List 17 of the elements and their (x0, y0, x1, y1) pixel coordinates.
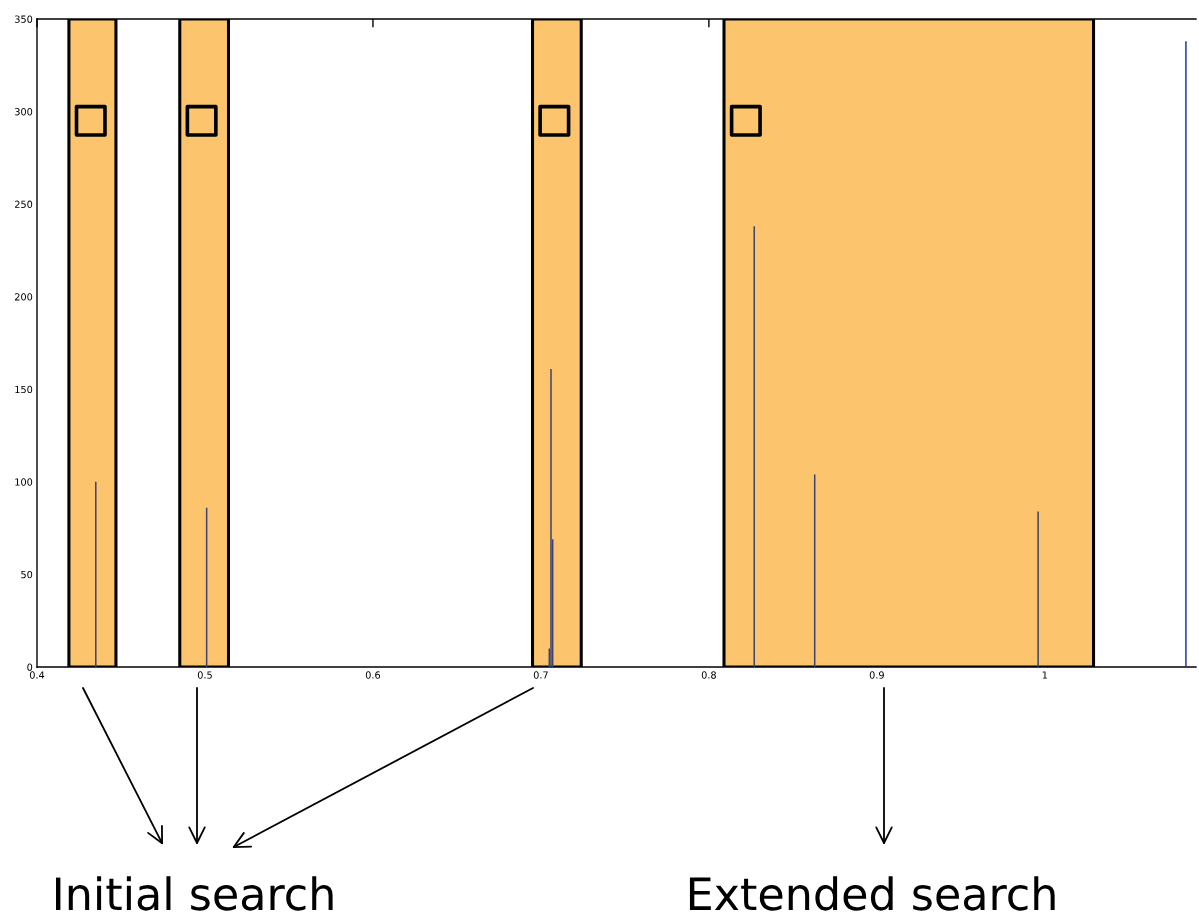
x-tick-label: 0.5 (197, 671, 212, 679)
x-tick-label: 0.7 (533, 671, 548, 679)
x-tick-label: 1 (1042, 671, 1048, 679)
y-tick-label: 100 (15, 478, 33, 486)
y-tick-label: 200 (14, 293, 33, 301)
x-tick-label: 0.4 (29, 671, 45, 679)
y-tick-label: 0 (27, 663, 33, 671)
y-tick-label: 50 (21, 570, 33, 579)
x-tick-label: 0.6 (365, 671, 381, 679)
x-tick-label: 0.8 (701, 671, 716, 679)
x-tick-label: 0.9 (869, 671, 884, 679)
y-tick-label: 350 (15, 15, 33, 23)
text: Extended search (689, 876, 1055, 911)
y-tick-label: 150 (15, 385, 33, 394)
y-tick-label: 250 (14, 200, 33, 208)
text: Initial search (56, 876, 333, 911)
y-tick-label: 300 (15, 108, 33, 116)
